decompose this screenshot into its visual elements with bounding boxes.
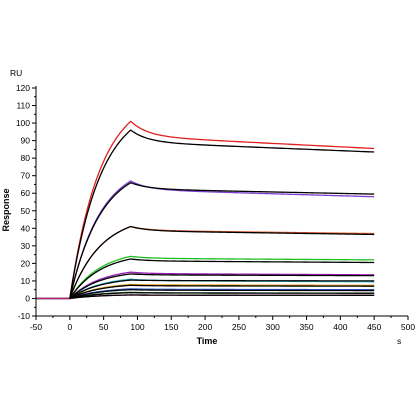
y-tick-label: 0 — [25, 293, 30, 303]
labels-layer: RU s Time Response — [1, 68, 401, 346]
fit-line-9 — [69, 292, 375, 300]
y-tick-label: 120 — [16, 83, 30, 93]
x-tick-label: 100 — [130, 322, 144, 332]
y-tick-label: 30 — [21, 241, 31, 251]
y-tick-label: 10 — [21, 276, 31, 286]
x-tick-label: 500 — [401, 322, 415, 332]
y-tick-label: 40 — [21, 223, 31, 233]
x-tick-label: 0 — [67, 322, 72, 332]
fit-layer — [69, 129, 375, 300]
fit-line-5 — [69, 273, 375, 299]
y-unit-label: RU — [10, 68, 22, 78]
fit-line-6 — [69, 279, 375, 299]
y-tick-label: 110 — [16, 101, 30, 111]
x-tick-label: 150 — [164, 322, 178, 332]
y-tick-label: 80 — [21, 153, 31, 163]
x-tick-label: 200 — [198, 322, 212, 332]
y-tick-label: 70 — [21, 171, 31, 181]
y-tick-label: 20 — [21, 258, 31, 268]
y-tick-label: 100 — [16, 118, 30, 128]
x-tick-label: 250 — [232, 322, 246, 332]
y-tick-label: 60 — [21, 188, 31, 198]
series-line-4 — [36, 255, 375, 300]
axes-layer: -10 0 10 20 30 40 50 60 70 80 90 100 110 120 -50 0 50 100… — [16, 83, 416, 332]
x-tick-label: 50 — [99, 322, 109, 332]
x-tick-label: 300 — [266, 322, 280, 332]
series-layer — [36, 120, 375, 300]
y-tick-label: -10 — [18, 311, 31, 321]
y-axis-title: Response — [1, 188, 11, 231]
fit-line-7 — [69, 284, 375, 300]
fit-line-8 — [69, 289, 375, 300]
x-unit-label: s — [397, 336, 401, 346]
series-line-1 — [36, 120, 375, 300]
x-tick-label: 400 — [333, 322, 347, 332]
x-tick-label: -50 — [30, 322, 43, 332]
series-line-5 — [36, 271, 375, 300]
fit-line-2 — [69, 181, 375, 299]
x-axis-title: Time — [197, 336, 218, 346]
fit-line-4 — [69, 258, 375, 299]
x-tick-label: 450 — [367, 322, 381, 332]
x-tick-label: 350 — [299, 322, 313, 332]
fit-line-10 — [69, 294, 375, 300]
y-tick-label: 90 — [21, 136, 31, 146]
fit-line-1 — [69, 129, 375, 299]
y-tick-label: 50 — [21, 206, 31, 216]
fit-line-3 — [69, 225, 375, 299]
